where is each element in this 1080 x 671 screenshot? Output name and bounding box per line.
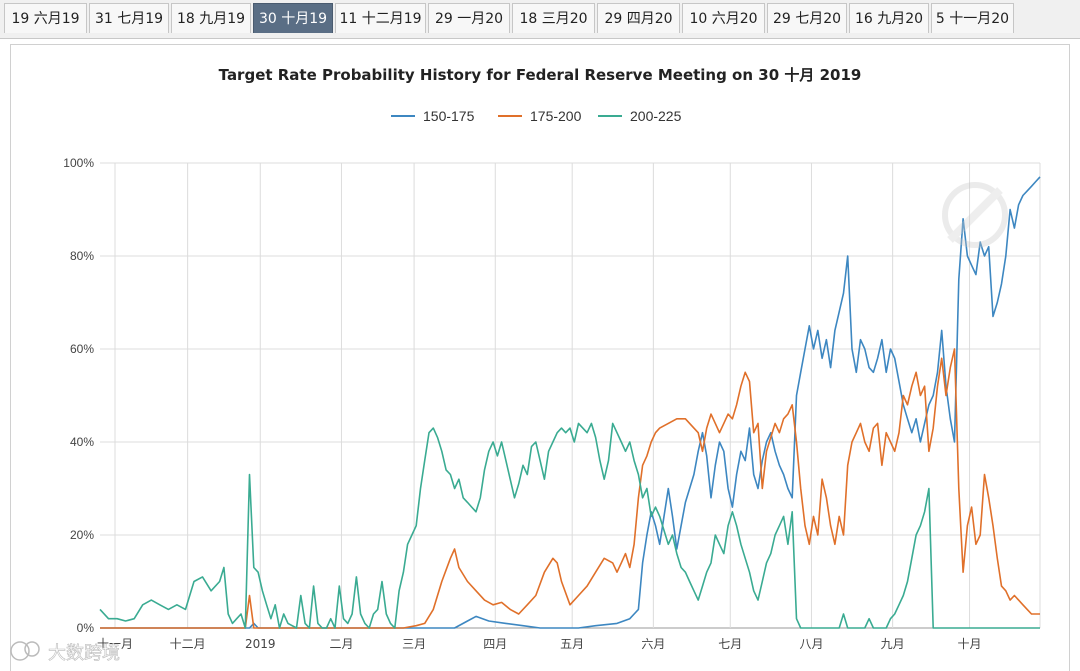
tab-7[interactable]: 29 四月20	[597, 3, 680, 33]
tab-6[interactable]: 18 三月20	[512, 3, 595, 33]
tab-1[interactable]: 31 七月19	[89, 3, 169, 33]
x-tick-label: 六月	[641, 637, 665, 651]
y-axis: 0% 20% 40% 60% 80% 100%	[63, 156, 94, 635]
tab-8[interactable]: 10 六月20	[682, 3, 765, 33]
tab-5[interactable]: 29 一月20	[428, 3, 510, 33]
tab-2[interactable]: 18 九月19	[171, 3, 251, 33]
tab-10[interactable]: 16 九月20	[849, 3, 929, 33]
chart-panel	[10, 44, 1070, 671]
y-tick-label: 80%	[70, 249, 94, 263]
x-tick-label: 十一月	[97, 637, 133, 651]
tab-3[interactable]: 30 十月19	[253, 3, 333, 33]
y-tick-label: 60%	[70, 342, 94, 356]
x-tick-label: 2019	[245, 637, 276, 651]
x-tick-label: 七月	[718, 637, 742, 651]
series-line-150-175	[100, 176, 1041, 629]
series-lines	[99, 176, 1041, 629]
grid	[100, 162, 1041, 629]
watermark: 大数跨境	[10, 641, 120, 664]
tab-11[interactable]: 5 十一月20	[931, 3, 1014, 33]
x-tick-label: 五月	[560, 637, 584, 651]
legend-label: 200-225	[630, 108, 682, 124]
legend: 150-175 175-200 200-225	[391, 108, 682, 124]
tab-9[interactable]: 29 七月20	[767, 3, 847, 33]
y-tick-label: 0%	[77, 621, 95, 635]
x-tick-label: 三月	[402, 637, 426, 651]
legend-label: 150-175	[423, 108, 475, 124]
series-line-200-225	[99, 422, 1040, 629]
x-tick-label: 二月	[329, 637, 353, 651]
tab-0[interactable]: 19 六月19	[4, 3, 87, 33]
tab-4[interactable]: 11 十二月19	[335, 3, 426, 33]
x-axis: 十一月 十二月 2019 二月 三月 四月 五月 六月 七月 八月 九月 十月	[97, 637, 982, 651]
y-tick-label: 100%	[63, 156, 94, 170]
x-tick-label: 十月	[958, 637, 982, 651]
y-tick-label: 40%	[70, 435, 94, 449]
series-line-175-200	[100, 348, 1040, 629]
watermark-text: 大数跨境	[48, 643, 120, 664]
meeting-tabs: 19 六月19 31 七月19 18 九月19 30 十月19 11 十二月19 29 一…	[0, 0, 1080, 39]
watermark-logo-icon	[942, 182, 1008, 248]
x-tick-label: 八月	[799, 637, 823, 651]
legend-label: 175-200	[530, 108, 582, 124]
x-tick-label: 十二月	[170, 637, 206, 651]
x-tick-label: 四月	[483, 637, 507, 651]
y-tick-label: 20%	[70, 528, 94, 542]
chart-title: Target Rate Probability History for Fede…	[219, 66, 862, 84]
x-tick-label: 九月	[881, 637, 905, 651]
